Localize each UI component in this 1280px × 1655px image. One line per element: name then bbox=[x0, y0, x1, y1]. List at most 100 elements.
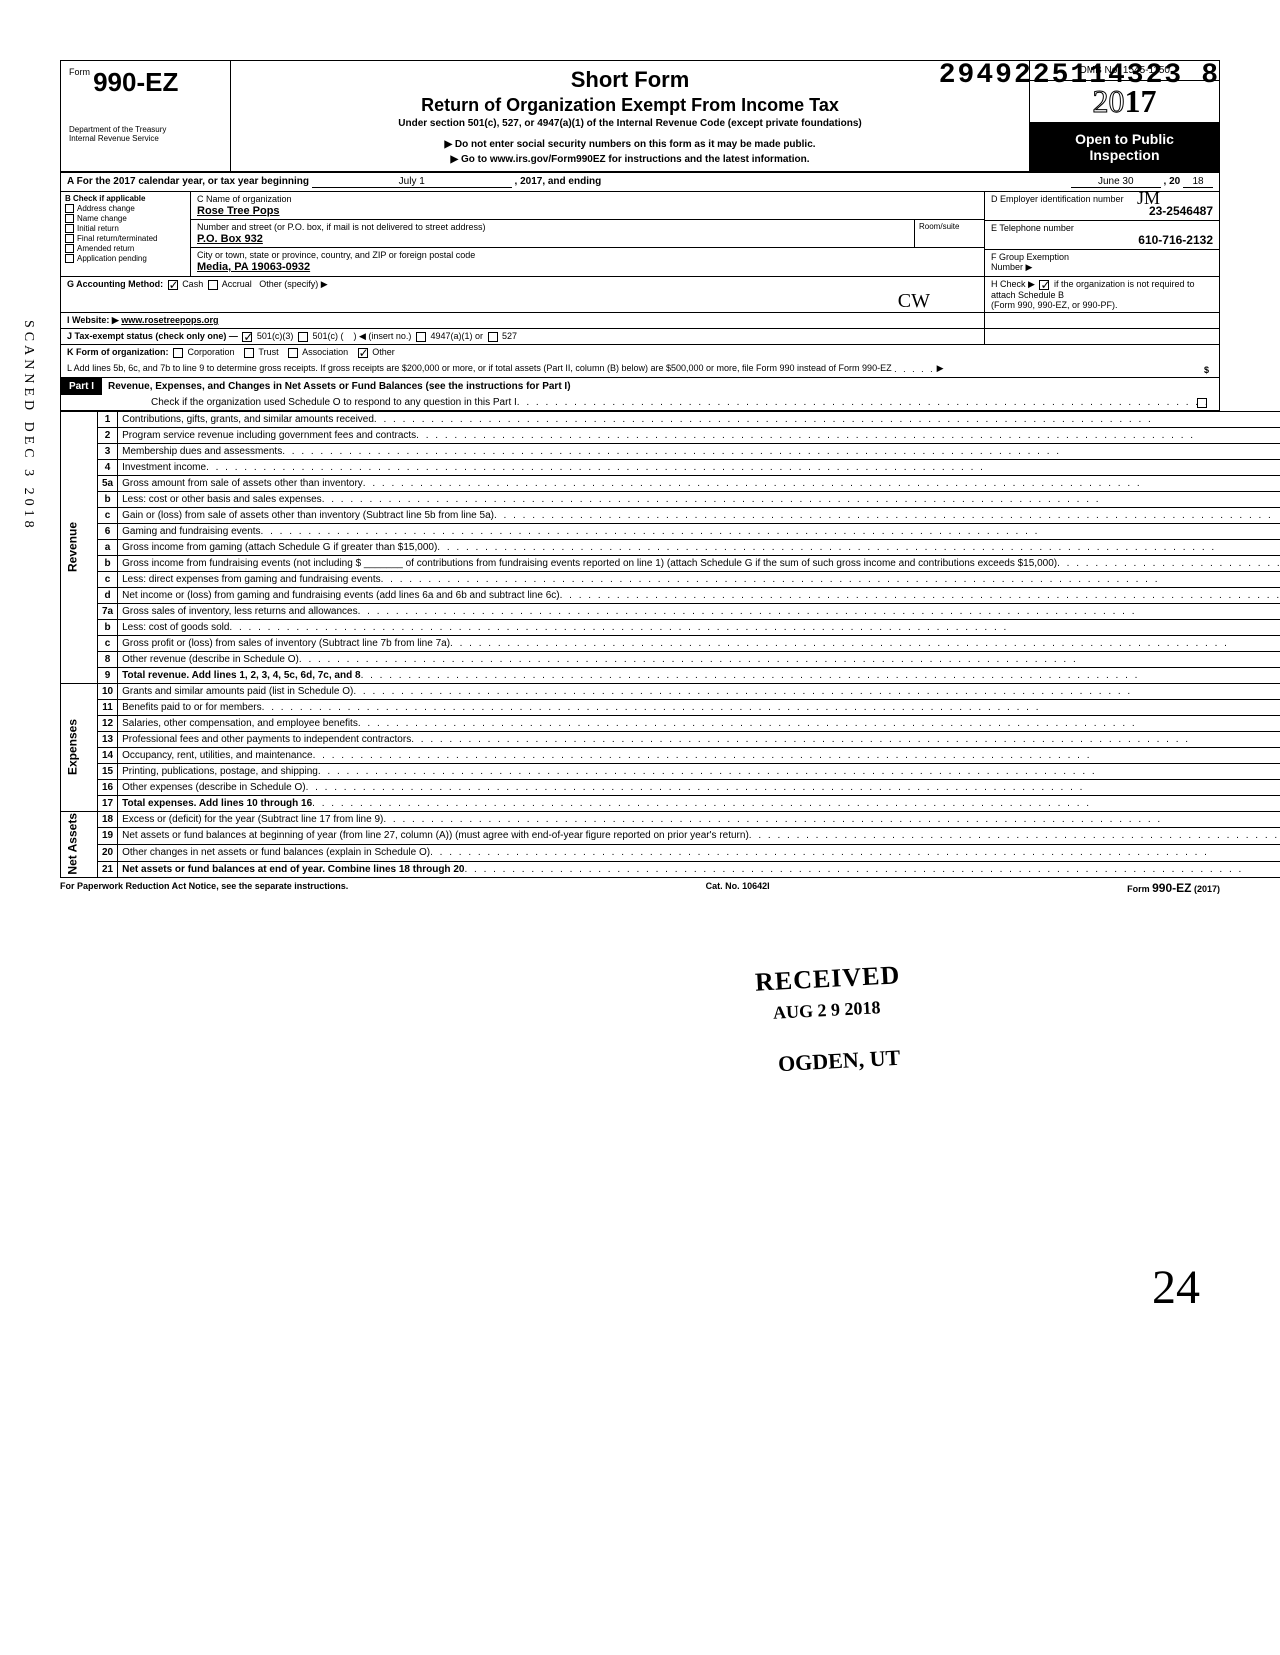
chk-501c[interactable] bbox=[298, 332, 308, 342]
line-description: Gain or (loss) from sale of assets other… bbox=[118, 507, 1280, 523]
table-row: aGross income from gaming (attach Schedu… bbox=[61, 539, 1280, 555]
line-description: Other revenue (describe in Schedule O) bbox=[118, 651, 1280, 667]
line-number: 15 bbox=[98, 763, 118, 779]
accrual-label: Accrual bbox=[222, 279, 252, 289]
ssn-note: ▶ Do not enter social security numbers o… bbox=[241, 139, 1019, 150]
chk-association[interactable] bbox=[288, 348, 298, 358]
line-description: Gross amount from sale of assets other t… bbox=[118, 475, 1280, 491]
line-description: Less: direct expenses from gaming and fu… bbox=[118, 571, 1280, 587]
opt-4947: 4947(a)(1) or bbox=[430, 331, 483, 341]
org-addr-cell: Number and street (or P.O. box, if mail … bbox=[191, 220, 984, 248]
chk-trust[interactable] bbox=[244, 348, 254, 358]
chk-schedule-b[interactable] bbox=[1039, 280, 1049, 290]
accounting-label: G Accounting Method: bbox=[67, 279, 163, 289]
line-description: Gross profit or (loss) from sales of inv… bbox=[118, 635, 1280, 651]
document-number: 29492251143238 bbox=[939, 60, 1220, 91]
row-k-left: K Form of organization: Corporation Trus… bbox=[61, 345, 1219, 360]
table-row: 14Occupancy, rent, utilities, and mainte… bbox=[61, 747, 1280, 763]
checkbox-icon[interactable] bbox=[65, 254, 74, 263]
line-description: Other expenses (describe in Schedule O) bbox=[118, 779, 1280, 795]
org-addr-value[interactable]: P.O. Box 932 bbox=[197, 233, 978, 245]
chk-accrual[interactable] bbox=[208, 280, 218, 290]
line-description: Occupancy, rent, utilities, and maintena… bbox=[118, 747, 1280, 763]
org-info-block: B Check if applicable Address change Nam… bbox=[60, 192, 1220, 277]
tax-year-begin[interactable]: July 1 bbox=[312, 176, 512, 188]
initials-handwritten: CW bbox=[898, 290, 930, 313]
line-number: 5a bbox=[98, 475, 118, 491]
tel-value[interactable]: 610-716-2132 bbox=[991, 233, 1213, 247]
row-j-left: J Tax-exempt status (check only one) — 5… bbox=[61, 329, 984, 344]
scanned-stamp: SCANNED DEC 3 2018 bbox=[20, 320, 36, 532]
table-row: 19Net assets or fund balances at beginni… bbox=[61, 828, 1280, 845]
org-name-value[interactable]: Rose Tree Pops bbox=[197, 205, 978, 217]
row-i-left: I Website: ▶ www.rosetreepops.org bbox=[61, 313, 984, 328]
line-description: Net assets or fund balances at beginning… bbox=[118, 828, 1280, 845]
chk-4947[interactable] bbox=[416, 332, 426, 342]
part-1-label: Part I bbox=[61, 378, 102, 395]
table-row: 15Printing, publications, postage, and s… bbox=[61, 763, 1280, 779]
form-title: Return of Organization Exempt From Incom… bbox=[241, 95, 1019, 116]
line-number: 20 bbox=[98, 844, 118, 861]
line-number: 19 bbox=[98, 828, 118, 845]
ein-value[interactable]: 23-2546487 bbox=[991, 204, 1213, 218]
chk-name-change[interactable]: Name change bbox=[65, 214, 186, 223]
opt-association: Association bbox=[302, 347, 348, 357]
chk-label: Address change bbox=[77, 204, 135, 213]
chk-initial-return[interactable]: Initial return bbox=[65, 224, 186, 233]
revenue-table: Revenue1Contributions, gifts, grants, an… bbox=[60, 411, 1280, 879]
website-label: I Website: ▶ bbox=[67, 315, 119, 325]
table-row: 9Total revenue. Add lines 1, 2, 3, 4, 5c… bbox=[61, 667, 1280, 683]
page-number-handwritten: 24 bbox=[1152, 1260, 1200, 1315]
chk-label: Final return/terminated bbox=[77, 234, 157, 243]
table-row: 7aGross sales of inventory, less returns… bbox=[61, 603, 1280, 619]
chk-label: Initial return bbox=[77, 224, 119, 233]
chk-application-pending[interactable]: Application pending bbox=[65, 254, 186, 263]
table-row: 12Salaries, other compensation, and empl… bbox=[61, 715, 1280, 731]
line-description: Other changes in net assets or fund bala… bbox=[118, 844, 1280, 861]
checkbox-icon[interactable] bbox=[65, 204, 74, 213]
footer-left: For Paperwork Reduction Act Notice, see … bbox=[60, 881, 348, 895]
form-page: 29492251143238 SCANNED DEC 3 2018 CW JM … bbox=[60, 60, 1220, 895]
tax-year-end[interactable]: June 30 bbox=[1071, 176, 1161, 188]
line-number: 14 bbox=[98, 747, 118, 763]
form-subtitle: Under section 501(c), 527, or 4947(a)(1)… bbox=[241, 118, 1019, 129]
line-description: Contributions, gifts, grants, and simila… bbox=[118, 411, 1280, 427]
dept-irs: Internal Revenue Service bbox=[69, 135, 222, 144]
chk-cash[interactable] bbox=[168, 280, 178, 290]
line-description: Investment income bbox=[118, 459, 1280, 475]
checkbox-icon[interactable] bbox=[65, 214, 74, 223]
chk-other[interactable] bbox=[358, 348, 368, 358]
line-description: Less: cost of goods sold bbox=[118, 619, 1280, 635]
col-c-org-name: C Name of organization Rose Tree Pops Nu… bbox=[191, 192, 984, 276]
row-h-check: H Check ▶ bbox=[991, 279, 1035, 289]
checkbox-icon[interactable] bbox=[65, 224, 74, 233]
website-value[interactable]: www.rosetreepops.org bbox=[121, 315, 218, 325]
chk-schedule-o[interactable] bbox=[1197, 398, 1207, 408]
checkbox-icon[interactable] bbox=[65, 234, 74, 243]
org-city-value[interactable]: Media, PA 19063-0932 bbox=[197, 261, 978, 273]
chk-501c3[interactable] bbox=[242, 332, 252, 342]
chk-corporation[interactable] bbox=[173, 348, 183, 358]
col-b-label: B Check if applicable bbox=[65, 194, 186, 203]
chk-527[interactable] bbox=[488, 332, 498, 342]
row-j-tax-status: J Tax-exempt status (check only one) — 5… bbox=[60, 329, 1220, 345]
row-h-right: H Check ▶ if the organization is not req… bbox=[984, 277, 1219, 312]
checkbox-icon[interactable] bbox=[65, 244, 74, 253]
tax-year-end-year[interactable]: 18 bbox=[1183, 176, 1213, 188]
line-number: 21 bbox=[98, 861, 118, 878]
row-h-continued bbox=[984, 313, 1219, 328]
chk-amended-return[interactable]: Amended return bbox=[65, 244, 186, 253]
chk-address-change[interactable]: Address change bbox=[65, 204, 186, 213]
table-row: 3Membership dues and assessments30 bbox=[61, 443, 1280, 459]
table-row: 11Benefits paid to or for members110 bbox=[61, 699, 1280, 715]
col-b-checkboxes: B Check if applicable Address change Nam… bbox=[61, 192, 191, 276]
opt-501c: 501(c) ( bbox=[312, 331, 343, 341]
chk-final-return[interactable]: Final return/terminated bbox=[65, 234, 186, 243]
line-description: Gross sales of inventory, less returns a… bbox=[118, 603, 1280, 619]
line-number: 2 bbox=[98, 427, 118, 443]
ein-label: D Employer identification number bbox=[991, 194, 1124, 204]
group-exemption-cell: F Group Exemption Number ▶ bbox=[985, 250, 1219, 276]
line-number: 11 bbox=[98, 699, 118, 715]
row-g-accounting: G Accounting Method: Cash Accrual Other … bbox=[60, 277, 1220, 313]
line-number: c bbox=[98, 571, 118, 587]
